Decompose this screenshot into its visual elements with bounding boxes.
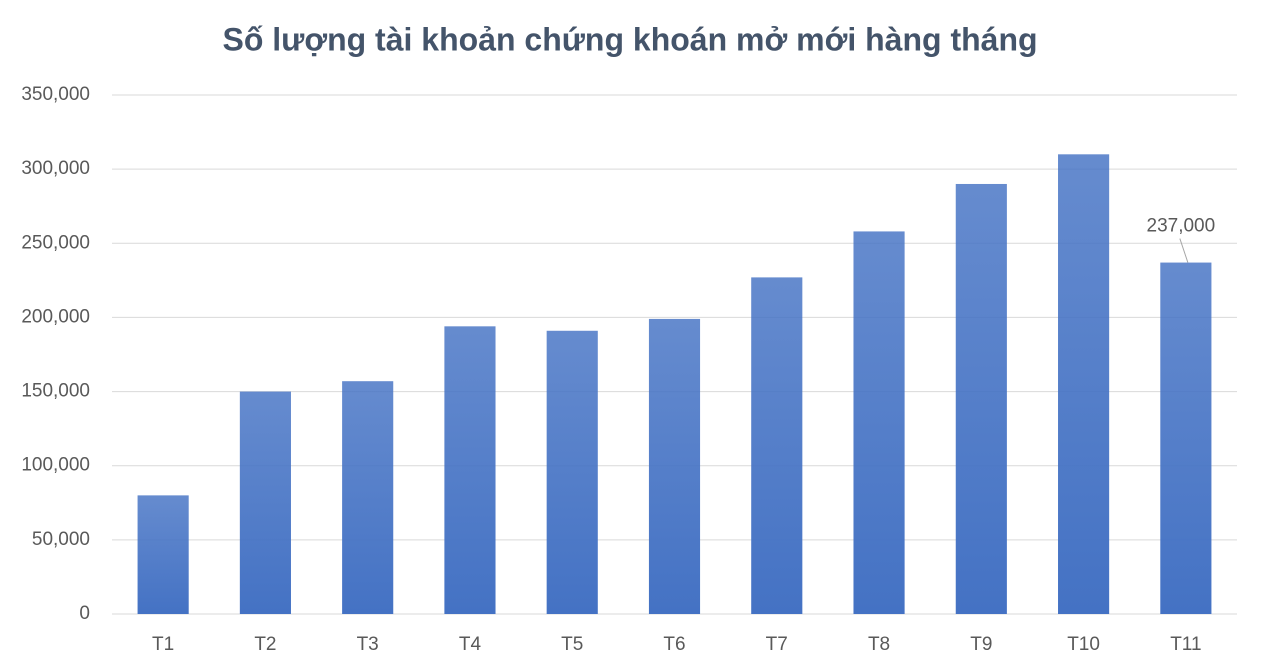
bar: [137, 495, 189, 614]
bar: [444, 326, 496, 614]
bar: [853, 231, 905, 614]
bar: [546, 330, 598, 614]
x-tick-label: T2: [254, 634, 276, 655]
x-tick-label: T9: [970, 634, 992, 655]
data-label: 237,000: [1147, 216, 1216, 237]
x-tick-label: T10: [1067, 634, 1100, 655]
y-tick-label: 200,000: [21, 306, 90, 327]
bar: [648, 318, 701, 614]
chart-title: Số lượng tài khoản chứng khoán mở mới hà…: [222, 21, 1037, 57]
bar: [239, 391, 291, 614]
x-tick-label: T7: [766, 634, 788, 655]
bar: [1160, 262, 1212, 614]
x-tick-label: T6: [663, 634, 685, 655]
bar: [955, 183, 1007, 614]
y-tick-label: 50,000: [32, 529, 90, 550]
bar: [751, 277, 803, 614]
x-tick-label: T3: [357, 634, 379, 655]
bar: [1058, 154, 1110, 615]
x-tick-label: T1: [152, 634, 174, 655]
y-tick-label: 100,000: [21, 455, 90, 476]
x-tick-label: T11: [1170, 634, 1201, 655]
y-tick-label: 150,000: [21, 381, 90, 402]
x-tick-label: T5: [561, 634, 583, 655]
x-tick-label: T8: [868, 634, 890, 655]
x-tick-label: T4: [459, 634, 482, 655]
y-tick-label: 350,000: [21, 84, 90, 105]
y-tick-label: 250,000: [21, 232, 90, 253]
leader-line: [1179, 238, 1189, 263]
y-tick-label: 300,000: [21, 158, 90, 179]
bar: [342, 381, 394, 614]
y-tick-label: 0: [79, 603, 90, 624]
